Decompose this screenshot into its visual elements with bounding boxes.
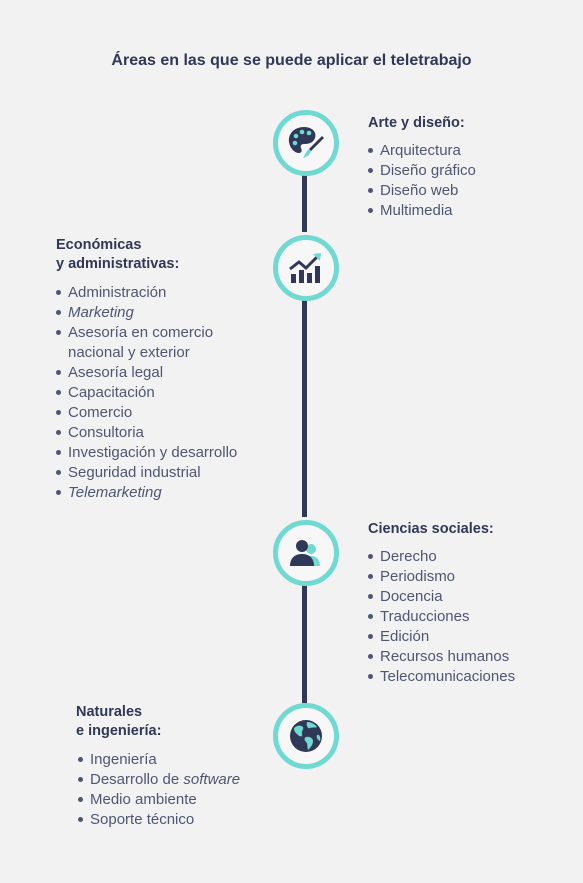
list-item: Recursos humanos [368, 647, 515, 667]
list-item: Seguridad industrial [56, 463, 237, 483]
list-item: Capacitación [56, 383, 237, 403]
list-item: Edición [368, 627, 515, 647]
list-item: Soporte técnico [78, 810, 240, 830]
timeline-node-naturales [273, 703, 339, 769]
list-item: Docencia [368, 587, 515, 607]
list-item: Marketing [56, 303, 237, 323]
section-naturales: Naturales e ingeniería: Ingeniería Desar… [76, 703, 240, 830]
timeline-node-ciencias [273, 520, 339, 586]
list-item: Medio ambiente [78, 790, 240, 810]
list-item: Periodismo [368, 567, 515, 587]
item-list: Derecho Periodismo Docencia Traducciones… [368, 547, 515, 687]
list-item: Ingeniería [78, 750, 240, 770]
list-item: Arquitectura [368, 141, 476, 161]
heading-line: y administrativas: [56, 256, 180, 272]
list-item: Investigación y desarrollo [56, 443, 237, 463]
list-item: Asesoría legal [56, 363, 237, 383]
item-list: Arquitectura Diseño gráfico Diseño web M… [368, 141, 476, 221]
heading-line: Naturales [76, 704, 143, 720]
growth-chart-icon [289, 253, 321, 283]
timeline-node-economicas [273, 235, 339, 301]
list-item: Traducciones [368, 607, 515, 627]
item-list: Ingeniería Desarrollo de software Medio … [78, 750, 240, 830]
list-item-text: Desarrollo de [90, 771, 184, 788]
italic-text: Marketing [68, 304, 134, 321]
section-ciencias-sociales: Ciencias sociales: Derecho Periodismo Do… [368, 520, 515, 687]
globe-icon [290, 720, 322, 752]
list-item: Telemarketing [56, 483, 237, 503]
section-heading: Naturales e ingeniería: [76, 703, 240, 741]
italic-text: software [183, 771, 241, 788]
section-heading: Arte y diseño: [368, 115, 465, 131]
list-item: Desarrollo de software [78, 770, 240, 790]
timeline-line [302, 297, 307, 517]
list-item: Comercio [56, 403, 237, 423]
palette-brush-icon [288, 127, 324, 158]
heading-line: Económicas [56, 237, 142, 253]
list-item: Multimedia [368, 201, 476, 221]
section-arte-diseno: Arte y diseño: Arquitectura Diseño gráfi… [368, 114, 476, 221]
list-item: Diseño gráfico [368, 161, 476, 181]
list-item: Administración [56, 283, 237, 303]
page-title: Áreas en las que se puede aplicar el tel… [111, 52, 472, 69]
heading-line: e ingeniería: [76, 723, 162, 739]
timeline-node-arte [273, 110, 339, 176]
list-item: Consultoria [56, 423, 237, 443]
timeline-line [302, 172, 307, 232]
item-list: Administración Marketing Asesoría en com… [56, 283, 237, 503]
section-heading: Económicas y administrativas: [56, 236, 237, 274]
section-heading: Ciencias sociales: [368, 521, 494, 537]
list-item: Diseño web [368, 181, 476, 201]
list-item: Derecho [368, 547, 515, 567]
list-item-line: Asesoría en comercio [68, 324, 214, 341]
section-economicas: Económicas y administrativas: Administra… [56, 236, 237, 503]
people-icon [290, 540, 320, 566]
list-item: Telecomunicaciones [368, 667, 515, 687]
timeline-line [302, 583, 307, 703]
list-item-line: nacional y exterior [68, 344, 190, 361]
italic-text: Telemarketing [68, 484, 162, 501]
list-item: Asesoría en comercio nacional y exterior [56, 323, 237, 363]
